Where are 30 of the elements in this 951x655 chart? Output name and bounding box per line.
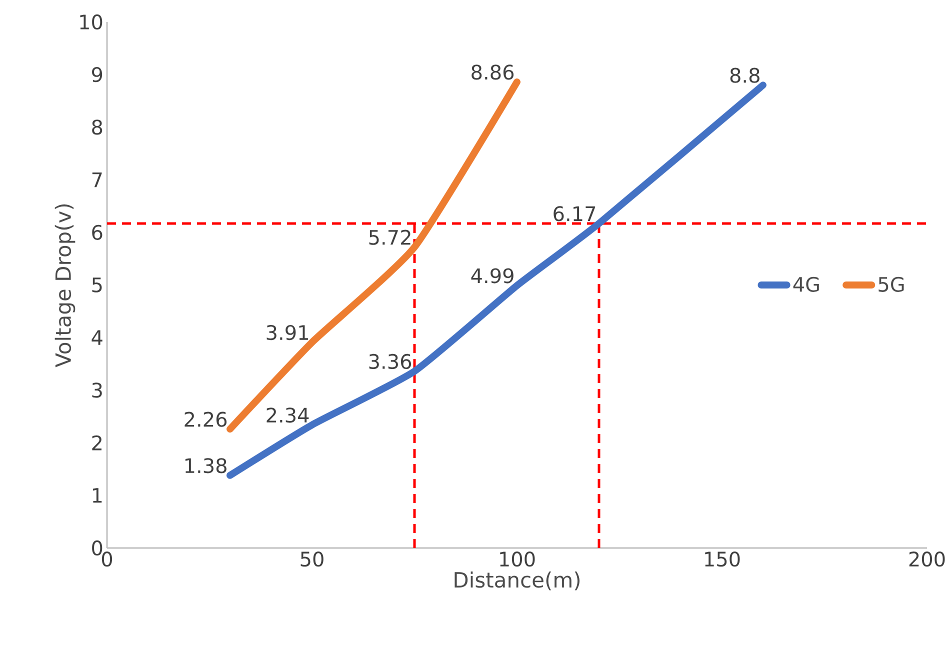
y-tick-label: 9	[92, 67, 102, 82]
y-tick-label: 4	[92, 330, 102, 345]
y-tick-label: 6	[92, 224, 102, 240]
x-tick-label: 150	[705, 552, 740, 567]
data-label: 3.91	[266, 325, 308, 340]
y-tick-label: 7	[92, 172, 102, 188]
y-tick-label: 8	[92, 120, 102, 135]
y-tick-label: 1	[92, 488, 102, 503]
y-tick-label: 5	[92, 278, 102, 292]
data-label: 6.17	[554, 206, 596, 222]
x-axis-title: Distance(m)	[454, 572, 580, 590]
data-label: 3.36	[369, 354, 412, 370]
data-label: 2.26	[184, 412, 227, 427]
data-label: 8.8	[730, 68, 760, 83]
data-label: 5.72	[369, 230, 410, 245]
data-label: 2.34	[266, 408, 309, 423]
data-label: 8.86	[472, 64, 514, 80]
x-tick-label: 100	[500, 552, 535, 567]
legend-label: 4G	[793, 276, 819, 292]
data-label: 1.38	[185, 458, 226, 474]
x-tick-label: 0	[102, 552, 112, 567]
x-tick-label: 50	[300, 552, 324, 567]
y-tick-label: 0	[92, 540, 102, 556]
y-tick-label: 3	[92, 382, 102, 398]
y-axis-title: Voltage Drop(v)	[54, 204, 76, 368]
data-label: 4.99	[471, 268, 514, 284]
legend-label: 5G	[878, 276, 904, 292]
x-tick-label: 200	[909, 552, 945, 567]
y-tick-label: 10	[80, 14, 102, 30]
y-tick-label: 2	[92, 435, 102, 450]
